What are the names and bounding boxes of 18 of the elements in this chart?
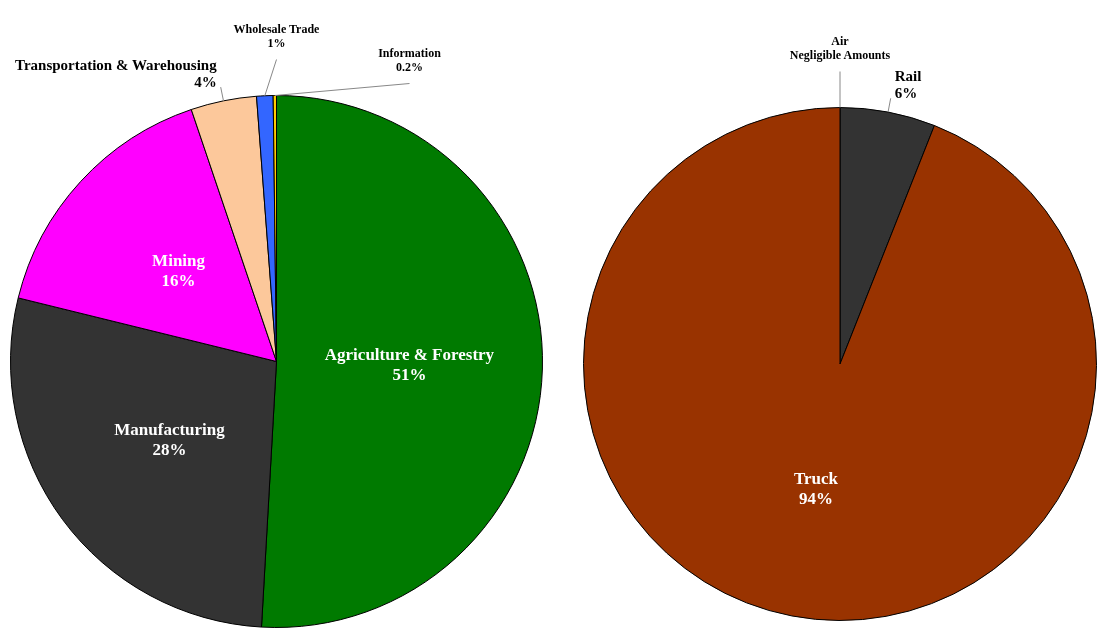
data-label: 28% <box>152 439 187 459</box>
category-label: Air <box>831 33 849 48</box>
slice-label: Agriculture & Forestry <box>324 344 495 364</box>
slice-label: Information <box>378 45 442 60</box>
slice-label: Mining <box>152 250 206 270</box>
data-label: 16% <box>161 270 196 290</box>
data-label: 6% <box>894 85 918 102</box>
text: Negligible Amounts <box>789 47 891 62</box>
data-label: 94% <box>798 489 833 509</box>
data-label: 0.2% <box>396 59 423 74</box>
data-label: 1% <box>267 35 286 50</box>
data-label: 4% <box>194 73 217 90</box>
data-label: 51% <box>392 364 427 384</box>
slice-label: Wholesale Trade <box>233 21 321 36</box>
slice-label: Rail <box>894 68 922 85</box>
slice-label: Truck <box>793 469 839 489</box>
slice-label: Transportation & Warehousing <box>14 56 218 73</box>
slice-label: Manufacturing <box>114 419 226 439</box>
